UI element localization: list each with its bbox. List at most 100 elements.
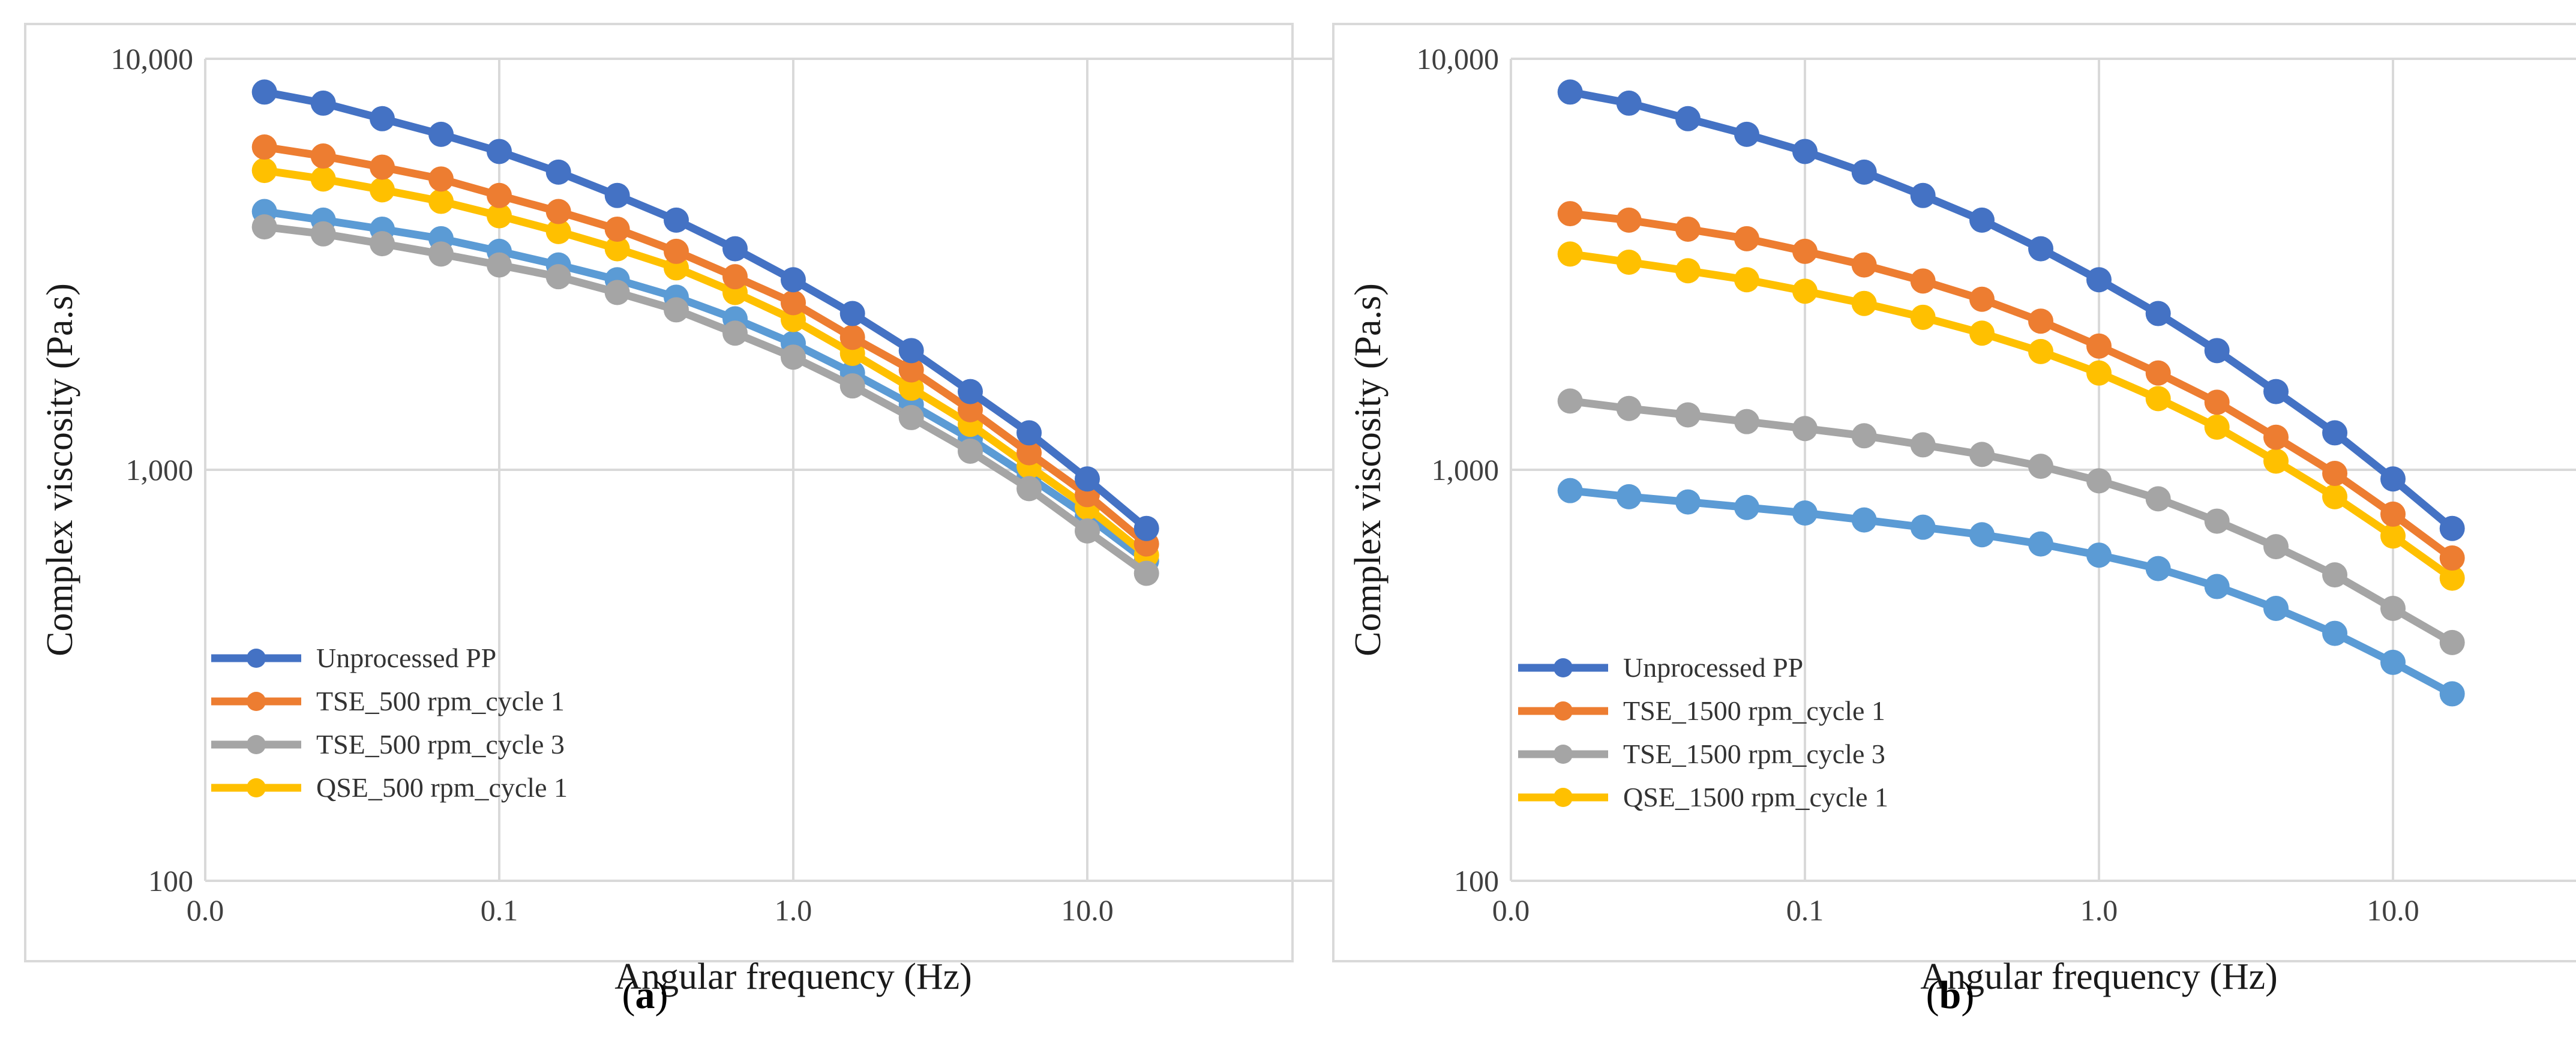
series-line: [1566, 487, 2457, 698]
figure-caption: (b): [1926, 973, 1975, 1017]
data-point: [1675, 402, 1701, 428]
data-point: [839, 373, 865, 399]
data-point: [1910, 432, 1936, 458]
series-0: [251, 79, 1159, 541]
caption-open: (: [1926, 973, 1939, 1017]
data-point: [545, 159, 571, 185]
data-point: [781, 344, 806, 370]
data-point: [545, 218, 571, 244]
data-point: [2204, 389, 2230, 415]
data-point: [604, 182, 630, 208]
data-point: [1734, 409, 1760, 434]
data-point: [604, 216, 630, 242]
data-point: [2380, 596, 2406, 622]
data-point: [1910, 182, 1936, 208]
data-point: [1734, 226, 1760, 251]
data-point: [1616, 395, 1642, 421]
x-tick-label: 1.0: [775, 893, 812, 927]
legend-swatch-marker: [1554, 745, 1573, 764]
series-2: [251, 214, 1159, 586]
data-point: [1792, 278, 1818, 304]
data-point: [1851, 507, 1877, 533]
data-point: [310, 166, 336, 192]
data-point: [1557, 79, 1583, 105]
data-point: [1616, 90, 1642, 116]
y-tick-label: 100: [148, 864, 193, 898]
y-axis-title: Complex viscosity (Pa.s): [40, 283, 80, 656]
data-point: [2145, 301, 2171, 326]
series-line: [260, 143, 1151, 548]
y-tick-label: 10,000: [111, 42, 194, 76]
series-4: [1557, 478, 2465, 707]
data-point: [1969, 320, 1995, 346]
data-point: [2263, 596, 2289, 622]
data-point: [1969, 286, 1995, 312]
legend-swatch-marker: [247, 778, 266, 797]
data-point: [2204, 508, 2230, 534]
data-point: [1734, 121, 1760, 147]
data-point: [1557, 388, 1583, 414]
caption-letter: b: [1939, 973, 1962, 1017]
legend-swatch-marker: [247, 735, 266, 754]
data-point: [958, 379, 983, 404]
data-point: [1792, 500, 1818, 526]
data-point: [1557, 201, 1583, 227]
data-point: [664, 297, 689, 323]
data-point: [370, 154, 395, 180]
data-point: [2145, 360, 2171, 386]
legend-label: Unprocessed PP: [316, 643, 496, 673]
data-point: [2145, 556, 2171, 581]
data-point: [1792, 416, 1818, 442]
data-point: [2145, 486, 2171, 512]
data-point: [1557, 241, 1583, 267]
data-point: [2380, 649, 2406, 675]
data-point: [2086, 333, 2112, 359]
legend-label: QSE_1500 rpm_cycle 1: [1623, 782, 1888, 812]
data-point: [1616, 207, 1642, 233]
legend: Unprocessed PP TSE_1500 rpm_cycle 1 TSE_15…: [1518, 652, 1888, 812]
data-point: [2028, 454, 2054, 479]
data-point: [1851, 252, 1877, 278]
data-point: [2263, 534, 2289, 560]
legend-label: TSE_500 rpm_cycle 1: [316, 686, 565, 716]
legend-swatch-marker: [1554, 788, 1573, 807]
x-tick-label: 0.1: [481, 893, 518, 927]
data-point: [545, 264, 571, 290]
data-point: [310, 221, 336, 247]
x-tick-label: 1.0: [2080, 893, 2118, 927]
data-point: [898, 338, 924, 364]
data-point: [2263, 379, 2289, 404]
data-point: [1133, 515, 1159, 541]
caption-close: ): [655, 973, 668, 1017]
data-point: [2204, 414, 2230, 440]
data-point: [487, 139, 512, 164]
series-0: [1557, 79, 2465, 541]
data-point: [958, 438, 983, 464]
series-3: [1557, 241, 2465, 591]
data-point: [722, 264, 748, 290]
y-tick-label: 1,000: [1432, 453, 1500, 487]
data-point: [370, 177, 395, 203]
data-point: [428, 121, 454, 147]
data-point: [898, 375, 924, 401]
data-point: [2322, 461, 2348, 487]
series-line: [1566, 250, 2457, 583]
data-point: [1616, 249, 1642, 275]
data-point: [251, 134, 277, 160]
data-point: [1675, 258, 1701, 284]
x-tick-label: 10.0: [2367, 893, 2419, 927]
series-line: [1566, 209, 2457, 562]
data-point: [251, 79, 277, 105]
data-point: [2439, 565, 2465, 591]
caption-close: ): [1961, 973, 1974, 1017]
data-point: [839, 301, 865, 326]
x-tick-label: 0.0: [187, 893, 224, 927]
data-point: [251, 214, 277, 240]
data-point: [2380, 466, 2406, 492]
x-tick-label: 10.0: [1061, 893, 1114, 927]
data-point: [1910, 304, 1936, 330]
series-2: [1557, 388, 2465, 655]
data-point: [664, 238, 689, 264]
legend-label: Unprocessed PP: [1623, 652, 1803, 683]
series-line: [260, 223, 1151, 577]
